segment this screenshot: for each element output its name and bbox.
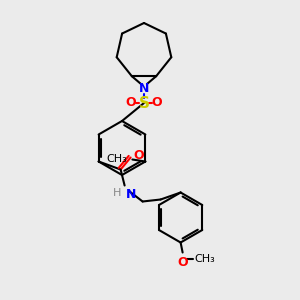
Text: O: O <box>134 149 144 162</box>
Text: O: O <box>126 97 136 110</box>
Text: O: O <box>152 97 162 110</box>
Text: H: H <box>113 188 122 199</box>
Text: CH₃: CH₃ <box>106 154 128 164</box>
Text: N: N <box>126 188 136 202</box>
Text: CH₃: CH₃ <box>195 254 215 263</box>
Text: O: O <box>177 256 188 269</box>
Text: S: S <box>139 95 149 110</box>
Text: N: N <box>139 82 149 95</box>
